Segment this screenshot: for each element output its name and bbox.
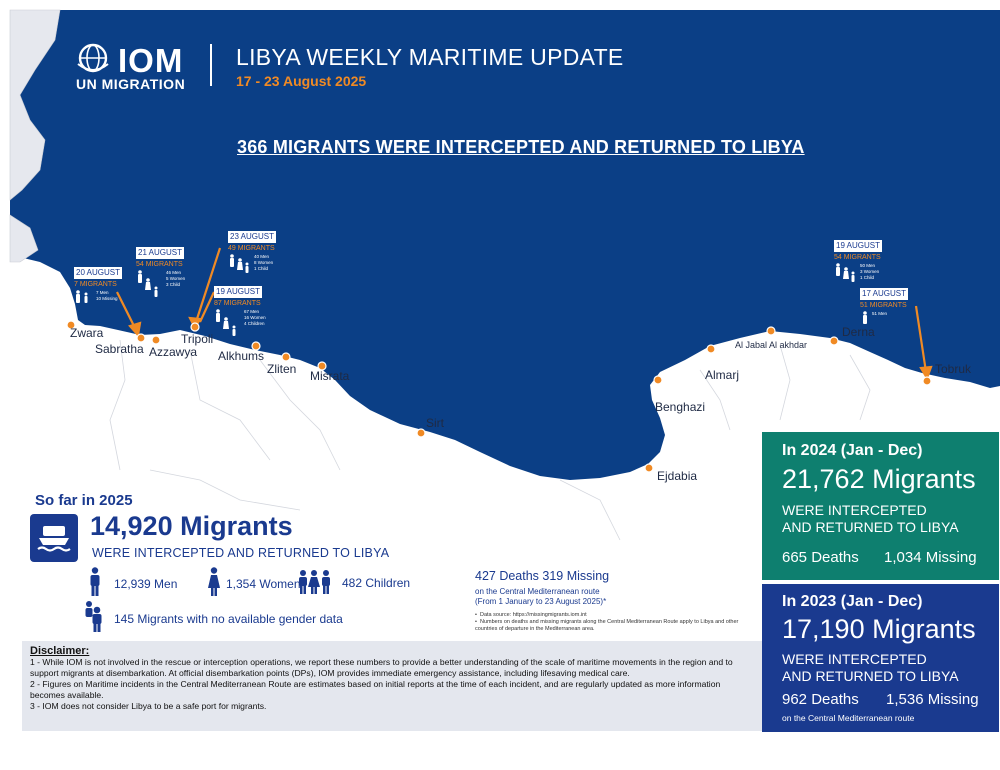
event-date: 19 AUGUST <box>834 240 883 252</box>
event-migrants: 51 MIGRANTS <box>860 302 907 309</box>
event-migrants: 7 MIGRANTS <box>74 281 117 288</box>
event-migrants: 54 MIGRANTS <box>136 261 183 268</box>
panel-2023-deaths: 962 Deaths <box>782 691 859 708</box>
women-count: 1,354 Women <box>226 577 301 591</box>
iom-logo-icon <box>76 42 112 81</box>
person-group-icon <box>230 254 249 273</box>
city-tripoli: Tripoli <box>181 332 214 346</box>
person-group-icon <box>138 270 158 297</box>
city-tobruk: Tobruk <box>935 362 972 376</box>
logo-text: IOM <box>118 42 184 79</box>
city-derna: Derna <box>842 325 875 339</box>
city-sirt: Sirt <box>426 416 444 430</box>
disclaimer-item: 2 - Figures on Maritime incidents in the… <box>30 679 721 700</box>
panel-2023-subtitle: WERE INTERCEPTED AND RETURNED TO LIBYA <box>782 651 959 684</box>
panel-2024: In 2024 (Jan - Dec) 21,762 Migrants WERE… <box>762 432 999 580</box>
district-borders <box>109 339 871 541</box>
event-label: 23 AUGUST 49 MIGRANTS 40 Men 8 Women 1 Chi… <box>228 226 277 274</box>
tunisia-land <box>9 214 39 263</box>
panel-2023: In 2023 (Jan - Dec) 17,190 Migrants WERE… <box>762 584 999 732</box>
city-alkhums: Alkhums <box>218 349 265 363</box>
so-far-label: So far in 2025 <box>35 492 133 509</box>
panel-2024-subtitle: WERE INTERCEPTED AND RETURNED TO LIBYA <box>782 502 959 535</box>
city-zliten: Zliten <box>267 362 297 376</box>
panel-2023-number: 17,190 Migrants <box>782 614 976 644</box>
page-title: LIBYA WEEKLY MARITIME UPDATE <box>236 44 624 70</box>
panel-2023-year: In 2023 (Jan - Dec) <box>782 593 923 610</box>
data-source-notes: • Data source: https://missingmigrants.i… <box>475 612 739 632</box>
event-migrants: 87 MIGRANTS <box>214 300 261 307</box>
event-date: 21 AUGUST <box>136 247 185 259</box>
children-icon <box>297 569 333 600</box>
event-label: 19 AUGUST 87 MIGRANTS 67 Men 16 Women 4 Ch… <box>214 281 266 337</box>
event-label: 19 AUGUST 54 MIGRANTS 50 Men 3 Women 1 Chi… <box>834 235 883 283</box>
city-azzawya: Azzawya <box>149 345 198 359</box>
event-label: 20 AUGUST 7 MIGRANTS 7 Men 10 Missing <box>74 262 123 304</box>
children-count: 482 Children <box>342 576 411 590</box>
event-label: 21 AUGUST 54 MIGRANTS 46 Men 5 Women 3 Chi… <box>136 242 185 298</box>
header-divider <box>210 44 212 86</box>
event-date: 23 AUGUST <box>228 231 277 243</box>
event-migrants: 49 MIGRANTS <box>228 245 275 252</box>
panel-2024-number: 21,762 Migrants <box>782 464 976 494</box>
interception-arrows <box>116 247 933 381</box>
city-almarj: Almarj <box>705 368 740 382</box>
person-icon <box>863 311 867 324</box>
no-gender-count: 145 Migrants with no available gender da… <box>114 612 343 626</box>
event-date: 17 AUGUST <box>860 288 909 300</box>
man-icon <box>88 567 102 602</box>
boat-icon <box>30 514 78 562</box>
city-sabratha: Sabratha <box>95 342 144 356</box>
panel-2023-route: on the Central Mediterranean route <box>782 713 915 723</box>
date-range: 17 - 23 August 2025 <box>236 73 367 89</box>
people-unknown-icon <box>84 600 106 637</box>
city-benghazi: Benghazi <box>655 400 706 414</box>
disclaimer-item: 3 - IOM does not consider Libya to be a … <box>30 701 267 711</box>
mediterranean-sea <box>10 10 1000 480</box>
woman-icon <box>206 567 222 602</box>
event-migrants: 54 MIGRANTS <box>834 254 881 261</box>
deaths-missing-2025: 427 Deaths 319 Missing <box>475 569 610 583</box>
so-far-subtitle: WERE INTERCEPTED AND RETURNED TO LIBYA <box>92 546 390 560</box>
city-al-jabal-al-akhdar: Al Jabal Al akhdar <box>735 340 808 350</box>
disclaimer-item: 1 - While IOM is not involved in the res… <box>30 657 733 678</box>
disclaimer-box: Disclaimer: 1 - While IOM is not involve… <box>22 641 762 731</box>
city-ejdabia: Ejdabia <box>657 469 698 483</box>
headline: 366 MIGRANTS WERE INTERCEPTED AND RETURN… <box>237 137 805 157</box>
panel-2023-missing: 1,536 Missing <box>886 691 979 708</box>
event-date: 19 AUGUST <box>214 286 263 298</box>
city-zwara: Zwara <box>70 326 104 340</box>
person-group-icon <box>76 290 88 303</box>
disclaimer-title: Disclaimer: <box>30 645 90 657</box>
city-dots <box>66 320 932 473</box>
event-label: 17 AUGUST 51 MIGRANTS 51 Men <box>860 283 909 325</box>
deaths-route-note: on the Central Mediterranean route (From… <box>475 587 607 606</box>
person-group-icon <box>216 309 236 336</box>
men-count: 12,939 Men <box>114 577 178 591</box>
logo-subtitle: UN MIGRATION <box>76 76 186 92</box>
northwest-land <box>9 9 61 201</box>
panel-2024-missing: 1,034 Missing <box>884 549 977 566</box>
city-misrata: Misrata <box>310 369 350 383</box>
panel-2024-year: In 2024 (Jan - Dec) <box>782 442 923 459</box>
person-group-icon <box>836 263 855 282</box>
so-far-number: 14,920 Migrants <box>90 511 293 541</box>
event-date: 20 AUGUST <box>74 267 123 279</box>
panel-2024-deaths: 665 Deaths <box>782 549 859 566</box>
